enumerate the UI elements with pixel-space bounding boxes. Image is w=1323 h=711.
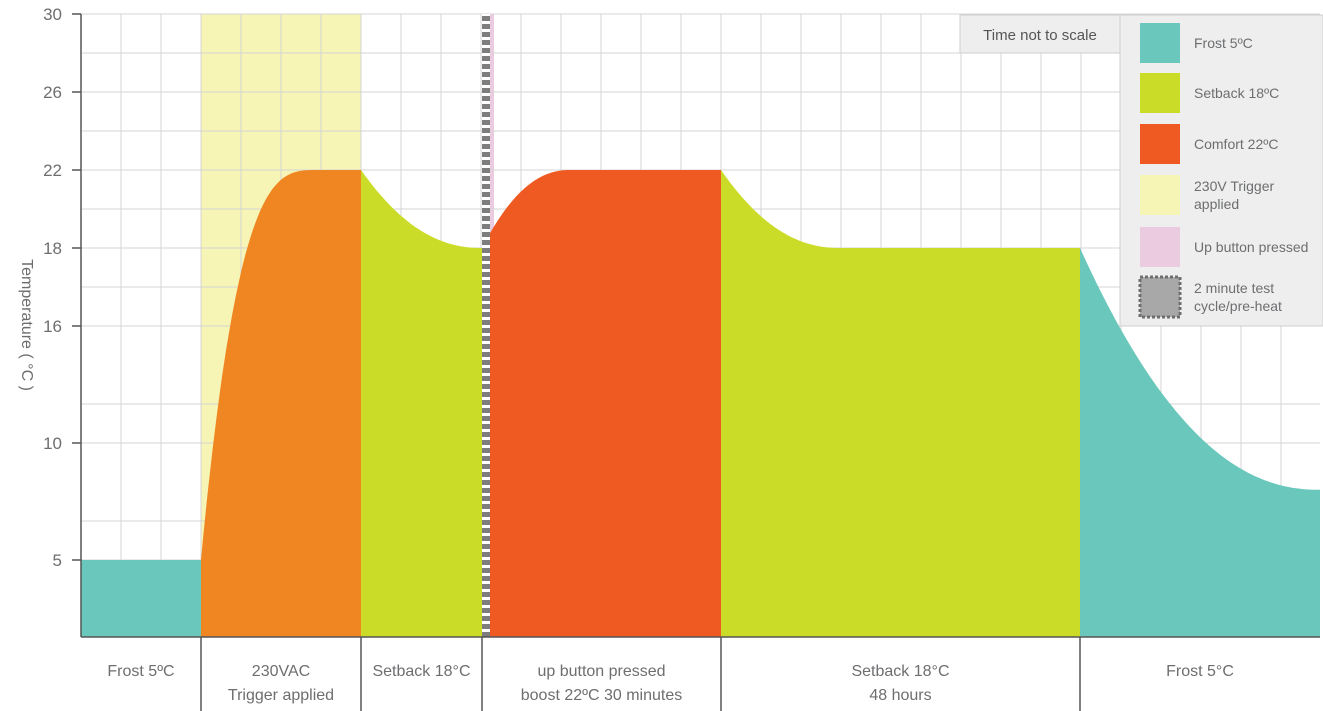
time-scale-note-box xyxy=(959,14,1121,54)
y-tick-label: 10 xyxy=(43,434,62,453)
phase-label: Frost 5ºC xyxy=(107,663,174,680)
legend-swatch xyxy=(1140,73,1180,113)
legend-swatch xyxy=(1138,275,1182,319)
legend-label: Frost 5ºC xyxy=(1194,35,1253,51)
y-tick-label: 26 xyxy=(43,83,62,102)
phase-labels: Frost 5ºC 230VAC Trigger applied Setback 18… xyxy=(107,663,1233,704)
phase-label: Setback 18°C xyxy=(851,663,949,680)
phase-label: up button pressed xyxy=(537,663,665,680)
setback-cooldown-area xyxy=(361,170,482,637)
phase-label: boost 22ºC 30 minutes xyxy=(521,687,683,704)
phase-dividers xyxy=(200,637,1081,711)
comfort-boost-area xyxy=(482,170,721,637)
legend-label: Up button pressed xyxy=(1194,239,1308,255)
legend-label: Comfort 22ºC xyxy=(1194,136,1278,152)
y-axis-title: Temperature ( °C ) xyxy=(18,259,35,391)
y-tick-label: 16 xyxy=(43,317,62,336)
y-tick-label: 22 xyxy=(43,161,62,180)
legend-label: applied xyxy=(1194,196,1239,212)
legend-label: 230V Trigger xyxy=(1194,178,1274,194)
legend-swatch xyxy=(1140,227,1180,267)
frost-cooldown-area xyxy=(1080,248,1320,637)
phase-label: 230VAC xyxy=(252,663,310,680)
phase-label: 48 hours xyxy=(869,687,931,704)
legend-swatch xyxy=(1140,23,1180,63)
legend-label: cycle/pre-heat xyxy=(1194,298,1282,314)
phase-label: Frost 5°C xyxy=(1166,663,1234,680)
legend-label: Setback 18ºC xyxy=(1194,85,1279,101)
legend-swatch xyxy=(1140,124,1180,164)
test-cycle-marker xyxy=(482,14,490,637)
trigger-heatup-area xyxy=(201,170,361,637)
legend-items: Frost 5ºC Setback 18ºC Comfort 22ºC 230V Tr… xyxy=(1138,23,1308,319)
phase-label: Trigger applied xyxy=(228,687,334,704)
y-tick-label: 18 xyxy=(43,239,62,258)
legend-swatch xyxy=(1140,175,1180,215)
legend-label: 2 minute test xyxy=(1194,280,1274,296)
y-axis-ticks: 5 10 16 18 22 26 30 xyxy=(43,5,81,570)
y-tick-label: 5 xyxy=(53,551,62,570)
phase-label: Setback 18°C xyxy=(372,663,470,680)
frost-initial-area xyxy=(81,560,201,637)
y-tick-label: 30 xyxy=(43,5,62,24)
setback-48h-area xyxy=(721,170,1080,637)
time-scale-note: Time not to scale xyxy=(983,27,1097,44)
legend xyxy=(1119,14,1323,327)
